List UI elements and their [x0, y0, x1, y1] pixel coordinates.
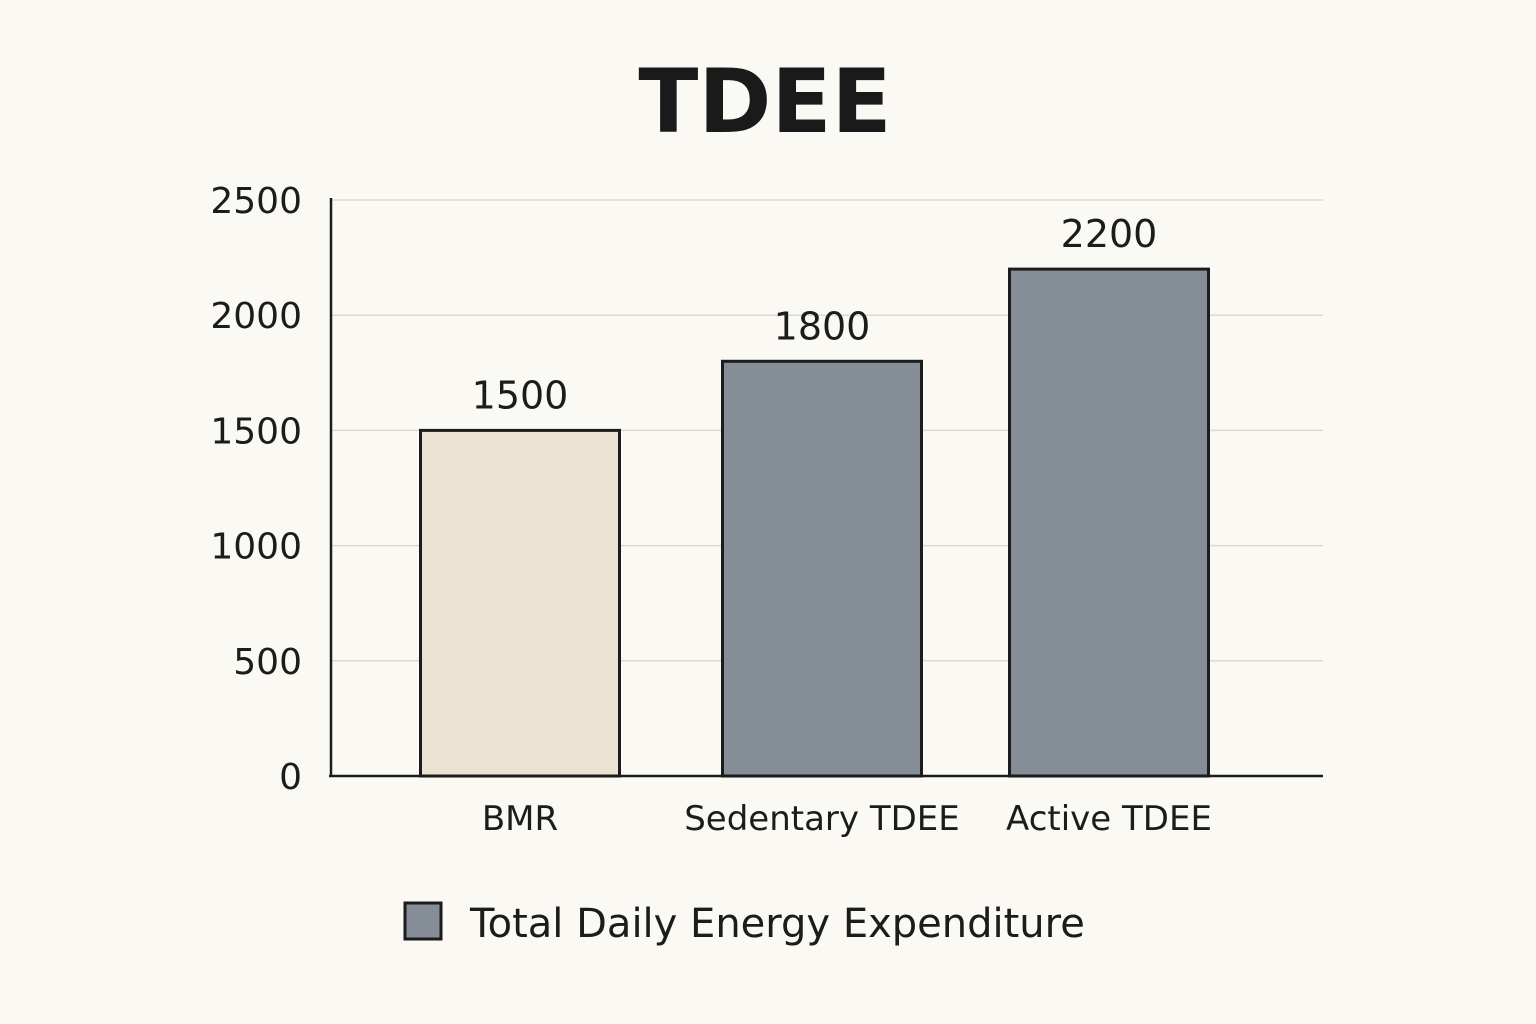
legend-swatch: [403, 901, 443, 941]
y-tick-label: 1000: [210, 527, 302, 568]
bar: [1008, 267, 1210, 778]
bar-value-label: 1800: [774, 304, 871, 348]
y-tick-label: 0: [279, 757, 302, 798]
legend-label: Total Daily Energy Expenditure: [469, 901, 1085, 947]
y-tick-label: 2500: [210, 181, 302, 222]
y-tick-label: 2000: [210, 296, 302, 337]
legend: Total Daily Energy Expenditure: [403, 901, 1085, 947]
x-axis-categories: BMR Sedentary TDEE Active TDEE: [482, 799, 1212, 839]
bar: [721, 359, 923, 778]
bar: [419, 428, 621, 778]
bars: 1500 1800 2200: [419, 212, 1210, 778]
bar-value-label: 1500: [472, 373, 569, 417]
x-category-label: Active TDEE: [1006, 799, 1212, 839]
y-axis-ticks: 0 500 1000 1500 2000 2500: [210, 181, 302, 798]
chart-title: TDEE: [638, 50, 891, 153]
y-tick-label: 500: [233, 642, 302, 683]
bar-value-label: 2200: [1061, 212, 1158, 256]
x-category-label: BMR: [482, 799, 558, 839]
y-tick-label: 1500: [210, 411, 302, 452]
x-category-label: Sedentary TDEE: [684, 799, 960, 839]
